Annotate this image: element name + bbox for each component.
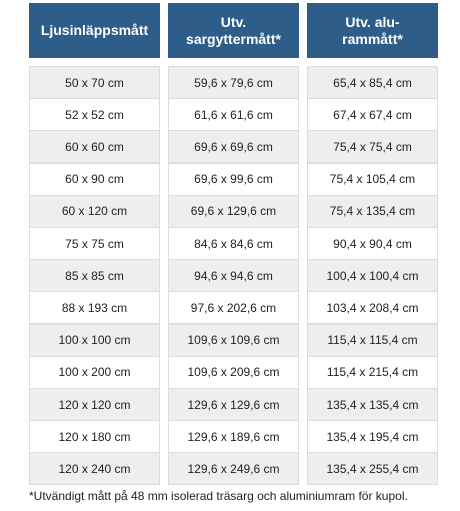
table-cell: 75,4 x 105,4 cm <box>307 162 438 196</box>
table-cell: 129,6 x 189,6 cm <box>168 420 299 454</box>
table-cell: 120 x 180 cm <box>29 420 160 454</box>
table-cell: 84,6 x 84,6 cm <box>168 227 299 260</box>
table-cell: 52 x 52 cm <box>29 98 160 132</box>
table-cell: 115,4 x 215,4 cm <box>307 355 438 389</box>
table-cell: 69,6 x 99,6 cm <box>168 162 299 196</box>
table-cell: 65,4 x 85,4 cm <box>307 66 438 99</box>
table-cell: 75,4 x 75,4 cm <box>307 130 438 164</box>
table-cell: 109,6 x 209,6 cm <box>168 355 299 389</box>
table-cell: 75 x 75 cm <box>29 227 160 260</box>
table-cell: 120 x 120 cm <box>29 388 160 421</box>
table-cell: 135,4 x 255,4 cm <box>307 452 438 486</box>
table-cell: 50 x 70 cm <box>29 66 160 99</box>
table-cell: 59,6 x 79,6 cm <box>168 66 299 99</box>
footnote: *Utvändigt mått på 48 mm isolerad träsar… <box>29 489 408 503</box>
table-cell: 135,4 x 195,4 cm <box>307 420 438 454</box>
column-header: Utv. sargyttermått* <box>168 3 299 58</box>
table-cell: 100 x 200 cm <box>29 355 160 389</box>
table-cell: 88 x 193 cm <box>29 291 160 325</box>
table-cell: 135,4 x 135,4 cm <box>307 388 438 421</box>
table-cell: 85 x 85 cm <box>29 259 160 293</box>
table-cell: 100,4 x 100,4 cm <box>307 259 438 293</box>
table-cell: 60 x 90 cm <box>29 162 160 196</box>
table-cell: 61,6 x 61,6 cm <box>168 98 299 132</box>
column-header: Utv. alu- rammått* <box>307 3 438 58</box>
table-cell: 129,6 x 249,6 cm <box>168 452 299 486</box>
table-cell: 69,6 x 129,6 cm <box>168 194 299 228</box>
table-cell: 129,6 x 129,6 cm <box>168 388 299 421</box>
table-cell: 60 x 120 cm <box>29 194 160 228</box>
table-cell: 120 x 240 cm <box>29 452 160 486</box>
table-cell: 115,4 x 115,4 cm <box>307 323 438 357</box>
table-cell: 109,6 x 109,6 cm <box>168 323 299 357</box>
column-header: Ljusinläppsmått <box>29 3 160 58</box>
table-cell: 75,4 x 135,4 cm <box>307 194 438 228</box>
table-cell: 103,4 x 208,4 cm <box>307 291 438 325</box>
table-cell: 97,6 x 202,6 cm <box>168 291 299 325</box>
table-cell: 60 x 60 cm <box>29 130 160 164</box>
table-cell: 100 x 100 cm <box>29 323 160 357</box>
table-cell: 90,4 x 90,4 cm <box>307 227 438 260</box>
table-cell: 67,4 x 67,4 cm <box>307 98 438 132</box>
table-cell: 69,6 x 69,6 cm <box>168 130 299 164</box>
table-cell: 94,6 x 94,6 cm <box>168 259 299 293</box>
